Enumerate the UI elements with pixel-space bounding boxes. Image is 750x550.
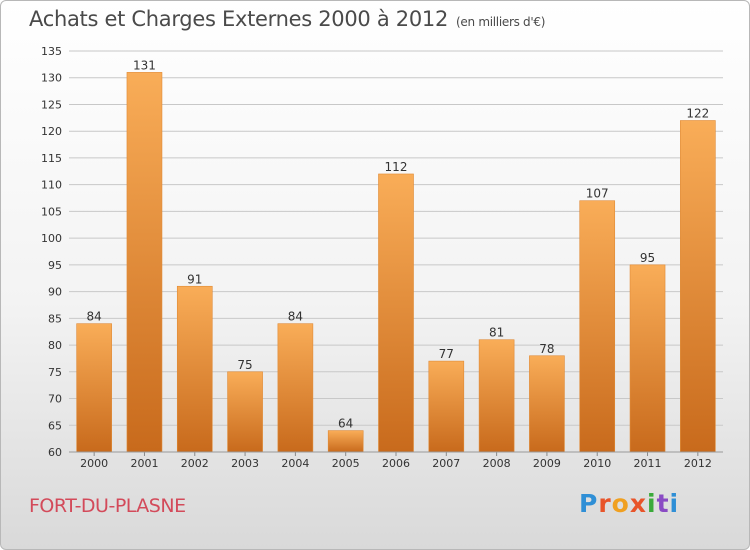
chart-title-text: Achats et Charges Externes 2000 à 2012 — [29, 7, 449, 31]
x-tick-label: 2002 — [181, 457, 209, 470]
bar-2004 — [277, 323, 314, 453]
bar-2003 — [227, 371, 263, 453]
bar-2006 — [378, 173, 414, 453]
y-tick-label: 130 — [41, 72, 62, 85]
y-tick-label: 60 — [48, 446, 62, 459]
bar-2011 — [629, 264, 666, 453]
data-label-2005: 64 — [338, 417, 353, 431]
bar-2012 — [680, 120, 716, 453]
proxiti-logo[interactable]: Proxiti — [579, 489, 680, 518]
bar-2000 — [76, 323, 112, 453]
data-label-2007: 77 — [439, 347, 454, 361]
data-label-2011: 95 — [640, 251, 655, 265]
x-tick-label: 2001 — [130, 457, 158, 470]
data-label-2004: 84 — [288, 310, 303, 324]
x-tick-label: 2009 — [533, 457, 561, 470]
bar-2002 — [176, 285, 213, 453]
y-tick-label: 90 — [48, 286, 62, 299]
bar-2001 — [126, 72, 163, 453]
y-tick-label: 120 — [41, 125, 62, 138]
x-tick-label: 2003 — [231, 457, 259, 470]
y-tick-label: 85 — [48, 312, 62, 325]
y-tick-label: 80 — [48, 339, 62, 352]
y-tick-label: 105 — [41, 205, 62, 218]
data-label-2000: 84 — [87, 310, 102, 324]
data-labels: 84 131 91 75 84 64 112 77 81 78 107 95 122 — [87, 58, 710, 430]
chart-subtitle: (en milliers d'€) — [456, 15, 546, 29]
y-tick-label: 100 — [41, 232, 62, 245]
x-tick-label: 2004 — [281, 457, 309, 470]
bar-chart: 60 65 70 75 80 85 90 95 100 105 110 115 120 125 130 135… — [41, 45, 723, 470]
data-label-2002: 91 — [187, 272, 202, 286]
y-tick-label: 110 — [41, 179, 62, 192]
data-label-2012: 122 — [686, 107, 709, 121]
y-tick-label: 75 — [48, 366, 62, 379]
place-name: FORT-DU-PLASNE — [29, 495, 186, 517]
x-tick-label: 2011 — [634, 457, 662, 470]
data-label-2010: 107 — [586, 187, 609, 201]
x-tick-label: 2000 — [80, 457, 108, 470]
bar-2005 — [327, 430, 364, 453]
data-label-2009: 78 — [539, 342, 554, 356]
bar-2007 — [428, 360, 465, 453]
data-label-2003: 75 — [237, 358, 252, 372]
y-tick-label: 115 — [41, 152, 62, 165]
x-tick-label: 2012 — [684, 457, 712, 470]
y-tick-label: 70 — [48, 393, 62, 406]
x-tick-label: 2005 — [332, 457, 360, 470]
data-label-2008: 81 — [489, 326, 504, 340]
x-tick-label: 2010 — [583, 457, 611, 470]
x-tick-label: 2007 — [432, 457, 460, 470]
y-tick-label: 135 — [41, 45, 62, 58]
y-tick-label: 95 — [48, 259, 62, 272]
chart-title: Achats et Charges Externes 2000 à 2012 (e… — [29, 7, 545, 31]
data-label-2006: 112 — [385, 160, 408, 174]
y-tick-label: 65 — [48, 419, 62, 432]
x-axis-tick-labels: 2000 2001 2002 2003 2004 2005 2006 2007 2008 2009… — [80, 452, 712, 470]
bars — [76, 72, 716, 453]
y-axis-tick-labels: 60 65 70 75 80 85 90 95 100 105 110 115 120 125 130 135 — [41, 45, 62, 459]
x-tick-label: 2008 — [483, 457, 511, 470]
y-tick-label: 125 — [41, 98, 62, 111]
bar-2009 — [529, 355, 565, 453]
bar-2008 — [478, 339, 515, 453]
x-tick-label: 2006 — [382, 457, 410, 470]
bar-2010 — [579, 200, 616, 453]
data-label-2001: 131 — [133, 58, 156, 72]
